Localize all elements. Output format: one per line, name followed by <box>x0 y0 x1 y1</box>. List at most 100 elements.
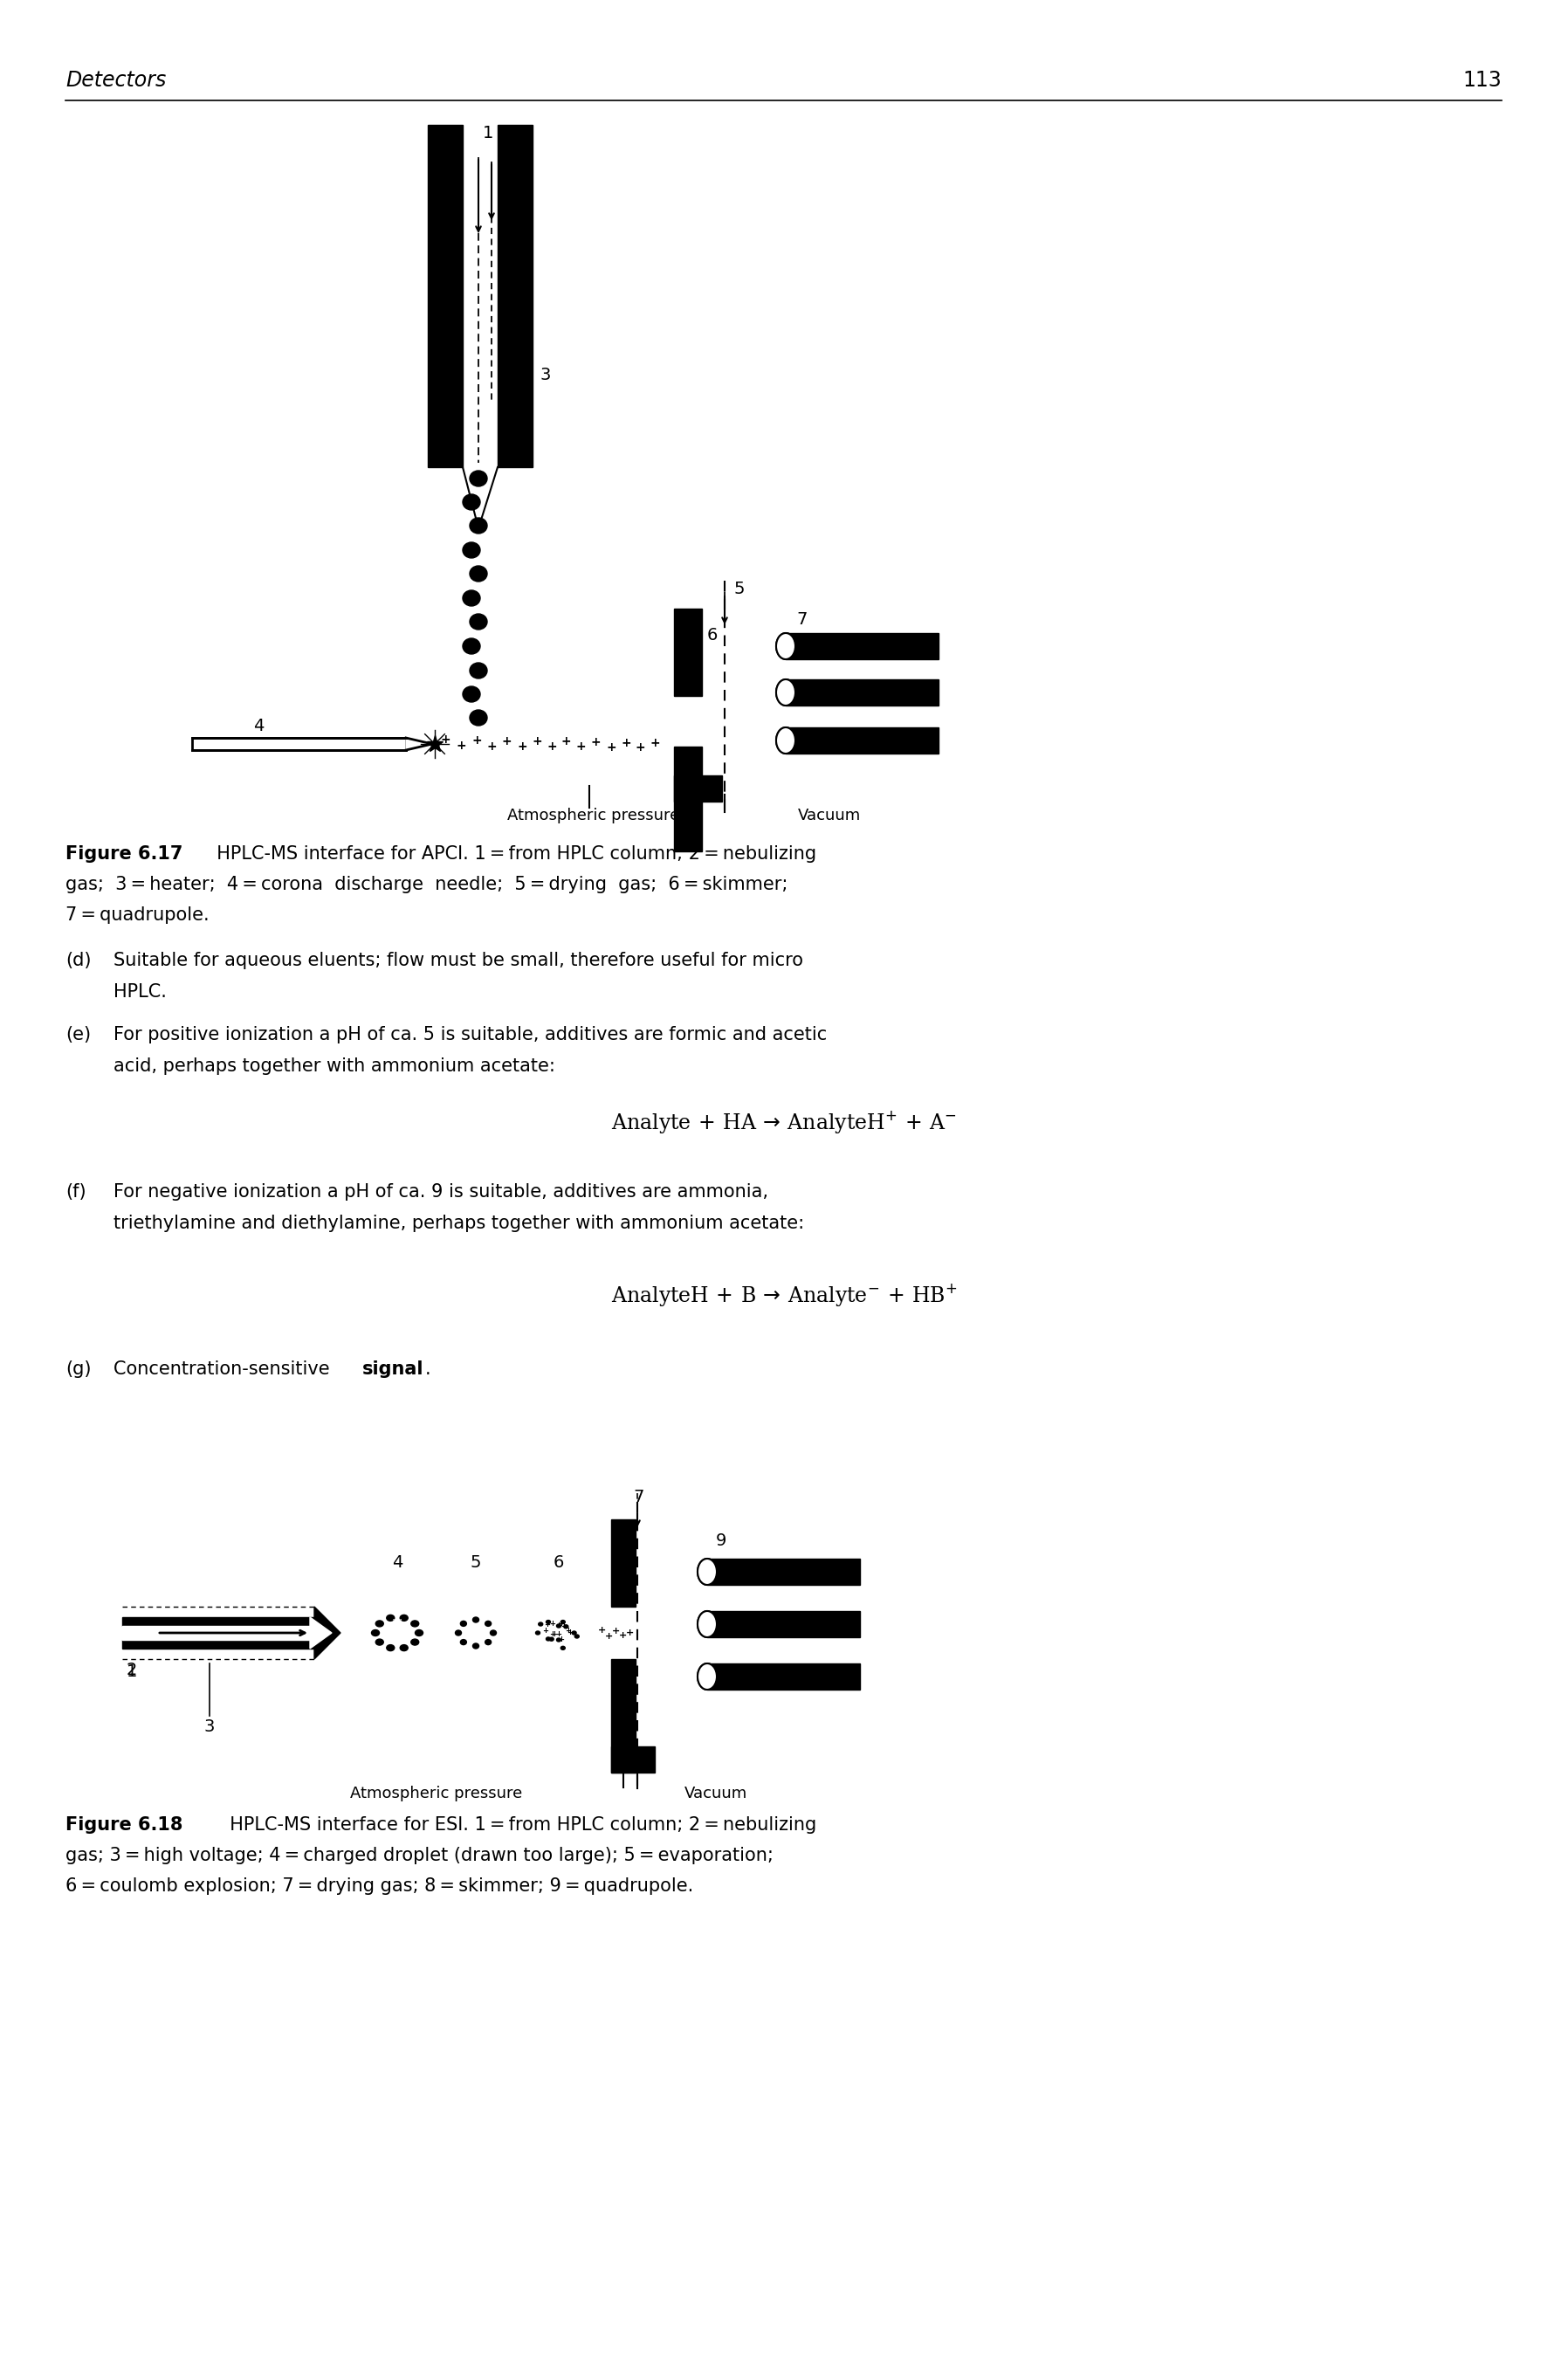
Text: (g): (g) <box>66 1361 91 1377</box>
Ellipse shape <box>463 687 480 702</box>
Text: 113: 113 <box>1463 71 1502 90</box>
Ellipse shape <box>568 1616 571 1620</box>
Text: Detectors: Detectors <box>66 71 166 90</box>
Ellipse shape <box>572 1632 577 1635</box>
Ellipse shape <box>776 680 795 706</box>
Text: 4: 4 <box>392 1554 403 1571</box>
Ellipse shape <box>411 1620 419 1627</box>
Bar <box>612 1746 655 1772</box>
Bar <box>786 680 939 706</box>
Ellipse shape <box>564 1627 568 1632</box>
Ellipse shape <box>372 1630 379 1637</box>
Ellipse shape <box>776 633 795 659</box>
Ellipse shape <box>776 680 795 706</box>
Text: +: + <box>560 1632 566 1639</box>
Text: HPLC.: HPLC. <box>113 983 166 1001</box>
Polygon shape <box>310 1618 332 1649</box>
Text: 3: 3 <box>204 1720 215 1736</box>
Text: +: + <box>390 1635 397 1642</box>
Ellipse shape <box>564 1639 568 1644</box>
Text: Concentration-sensitive: Concentration-sensitive <box>113 1361 336 1377</box>
Text: +: + <box>619 1632 627 1639</box>
Text: +: + <box>547 1630 554 1639</box>
Text: Analyte$\,+\,$HA$\,\rightarrow\,$AnalyteH$^{+}\,+\,$A$^{-}$: Analyte$\,+\,$HA$\,\rightarrow\,$Analyte… <box>612 1110 956 1136</box>
Text: +: + <box>547 739 557 753</box>
Text: Figure 6.18: Figure 6.18 <box>66 1816 183 1833</box>
Text: +: + <box>555 1618 561 1627</box>
Ellipse shape <box>698 1663 717 1689</box>
Polygon shape <box>406 737 433 751</box>
Ellipse shape <box>400 1616 408 1620</box>
Text: +: + <box>605 1632 613 1642</box>
Ellipse shape <box>463 638 480 654</box>
Text: +: + <box>561 735 571 746</box>
Text: (d): (d) <box>66 952 91 968</box>
Text: 5: 5 <box>470 1554 481 1571</box>
Ellipse shape <box>557 1649 561 1651</box>
Text: Vacuum: Vacuum <box>798 808 861 824</box>
Text: 7 = quadrupole.: 7 = quadrupole. <box>66 907 209 924</box>
Ellipse shape <box>474 1644 478 1649</box>
Text: 5: 5 <box>734 581 745 598</box>
Text: triethylamine and diethylamine, perhaps together with ammonium acetate:: triethylamine and diethylamine, perhaps … <box>113 1214 804 1233</box>
Text: +: + <box>552 1625 557 1632</box>
Bar <box>674 609 702 697</box>
Text: signal: signal <box>362 1361 423 1377</box>
Text: 2: 2 <box>127 1663 138 1679</box>
Text: (f): (f) <box>66 1183 86 1200</box>
Text: +: + <box>441 735 450 746</box>
Text: +: + <box>502 735 511 746</box>
Text: Figure 6.17: Figure 6.17 <box>66 846 183 862</box>
Ellipse shape <box>546 1646 550 1649</box>
Text: +: + <box>560 1632 566 1642</box>
Ellipse shape <box>387 1644 395 1651</box>
Ellipse shape <box>376 1639 384 1646</box>
Bar <box>612 1519 635 1606</box>
Ellipse shape <box>776 727 795 753</box>
Text: +: + <box>566 1627 571 1635</box>
Ellipse shape <box>546 1616 550 1620</box>
Text: (e): (e) <box>66 1025 91 1044</box>
Ellipse shape <box>541 1632 546 1635</box>
Text: +: + <box>555 1637 561 1644</box>
Text: HPLC-MS interface for APCI. 1 = from HPLC column; 2 = nebulizing: HPLC-MS interface for APCI. 1 = from HPL… <box>205 846 817 862</box>
Ellipse shape <box>485 1639 491 1644</box>
Ellipse shape <box>463 543 480 557</box>
Text: 1: 1 <box>483 125 494 142</box>
Bar <box>707 1663 859 1689</box>
Ellipse shape <box>400 1644 408 1651</box>
Text: 6: 6 <box>554 1554 564 1571</box>
Ellipse shape <box>776 727 795 753</box>
Text: +: + <box>621 737 630 749</box>
Text: +: + <box>549 1637 555 1644</box>
Ellipse shape <box>470 614 488 631</box>
Text: 9: 9 <box>717 1533 726 1549</box>
Ellipse shape <box>461 1639 467 1644</box>
Ellipse shape <box>470 664 488 678</box>
Ellipse shape <box>698 1559 717 1585</box>
Text: +: + <box>456 739 466 751</box>
Ellipse shape <box>387 1616 395 1620</box>
Ellipse shape <box>491 1630 497 1635</box>
Text: For negative ionization a pH of ca. 9 is suitable, additives are ammonia,: For negative ionization a pH of ca. 9 is… <box>113 1183 768 1200</box>
Text: 4: 4 <box>252 718 263 735</box>
Text: +: + <box>549 1618 555 1625</box>
Text: +: + <box>607 742 616 753</box>
Ellipse shape <box>549 1627 554 1632</box>
Text: +: + <box>397 1618 405 1627</box>
Text: Vacuum: Vacuum <box>684 1786 748 1802</box>
Bar <box>707 1559 859 1585</box>
Text: Suitable for aqueous eluents; flow must be small, therefore useful for micro: Suitable for aqueous eluents; flow must … <box>113 952 803 968</box>
Text: Atmospheric pressure: Atmospheric pressure <box>508 808 681 824</box>
Bar <box>674 775 721 801</box>
Ellipse shape <box>470 470 488 487</box>
Text: +: + <box>546 1627 552 1635</box>
Ellipse shape <box>698 1611 717 1637</box>
Polygon shape <box>314 1606 340 1658</box>
Text: +: + <box>599 1625 607 1635</box>
Text: 6: 6 <box>707 626 718 642</box>
Ellipse shape <box>698 1663 717 1689</box>
Text: gas; 3 = high voltage; 4 = charged droplet (drawn too large); 5 = evaporation;: gas; 3 = high voltage; 4 = charged dropl… <box>66 1847 773 1864</box>
Bar <box>707 1611 859 1637</box>
Ellipse shape <box>470 711 488 725</box>
